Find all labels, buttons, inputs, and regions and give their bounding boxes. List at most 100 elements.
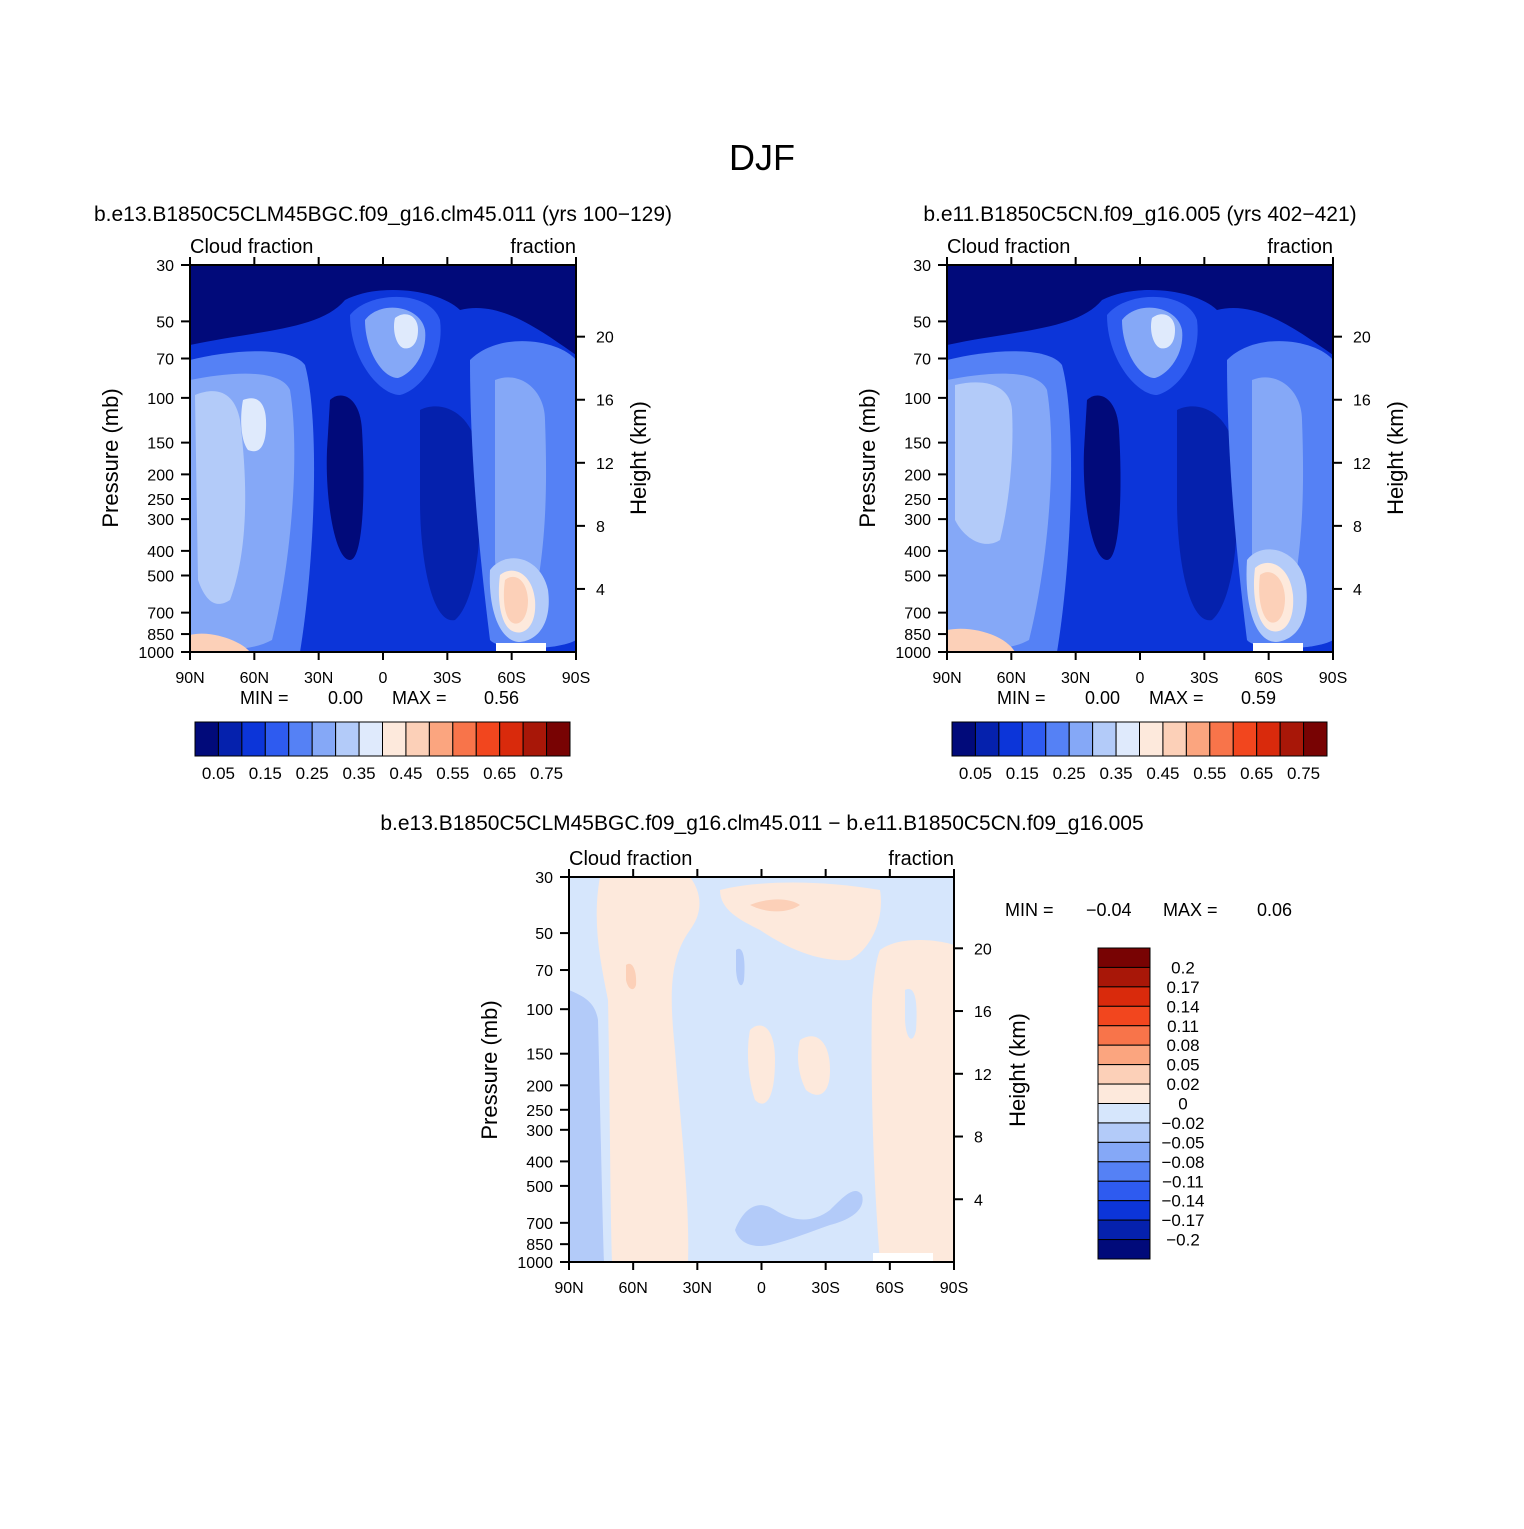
x-tick-label: 30S bbox=[1190, 670, 1218, 687]
colorbar-label: −0.05 bbox=[1161, 1133, 1204, 1152]
colorbar-label: 0.05 bbox=[1166, 1056, 1199, 1075]
x-tick-label: 90N bbox=[554, 1280, 583, 1297]
colorbar-swatch bbox=[998, 721, 1023, 757]
colorbar-label: 0.15 bbox=[1006, 764, 1039, 783]
colorbar-swatch bbox=[1097, 947, 1151, 968]
colorbar-swatch bbox=[1097, 1044, 1151, 1066]
y-tick-label: 500 bbox=[904, 569, 931, 586]
y-tick-right-label: 8 bbox=[1353, 519, 1362, 536]
panel-3-surface-negative bbox=[735, 1190, 863, 1247]
colorbar-label: 0.2 bbox=[1171, 958, 1195, 977]
colorbar-swatch bbox=[358, 721, 383, 757]
panel-3-sh-positive bbox=[871, 940, 954, 1262]
colorbar-swatch bbox=[1097, 1200, 1151, 1221]
y-tick-right-label: 4 bbox=[596, 582, 605, 599]
panel-1-subtropical-dry bbox=[326, 395, 364, 560]
panel-3-arctic-negative bbox=[569, 990, 604, 1262]
x-tick-label: 90S bbox=[1319, 670, 1347, 687]
colorbar-label: −0.02 bbox=[1161, 1114, 1204, 1133]
y-tick-label: 400 bbox=[147, 544, 174, 561]
panel-3-colorbar: 0.20.170.140.110.080.050.020−0.02−0.05−0… bbox=[1097, 947, 1205, 1260]
colorbar-label: 0.05 bbox=[202, 764, 235, 783]
panel-2-stratosphere bbox=[947, 265, 1333, 355]
y-tick-label: 70 bbox=[156, 352, 174, 369]
panel-2-upper-trop-peak bbox=[1150, 314, 1175, 349]
x-tick-label: 30S bbox=[811, 1280, 839, 1297]
panel-1-nh-light bbox=[241, 398, 267, 452]
panel-3-tropical-positive bbox=[747, 1025, 775, 1104]
colorbar-swatch bbox=[1209, 721, 1234, 757]
colorbar-swatch bbox=[1097, 1219, 1151, 1241]
panel-1-upper-trop-peak bbox=[393, 314, 418, 349]
y-tick-right-label: 20 bbox=[974, 941, 992, 958]
panel-3-ylabel: Pressure (mb) bbox=[477, 1000, 502, 1139]
colorbar-label: 0.15 bbox=[249, 764, 282, 783]
colorbar-swatch bbox=[1097, 986, 1151, 1007]
y-tick-label: 50 bbox=[913, 314, 931, 331]
colorbar-label: 0.35 bbox=[343, 764, 376, 783]
colorbar-swatch bbox=[1279, 721, 1305, 757]
y-tick-label: 300 bbox=[904, 512, 931, 529]
colorbar-swatch bbox=[1097, 1083, 1151, 1104]
colorbar-label: 0.45 bbox=[1146, 764, 1179, 783]
y-tick-label: 70 bbox=[913, 352, 931, 369]
colorbar-label: 0.65 bbox=[1240, 764, 1273, 783]
x-tick-label: 60N bbox=[240, 670, 269, 687]
colorbar-label: 0.75 bbox=[1287, 764, 1320, 783]
colorbar-swatch bbox=[951, 721, 976, 757]
y-tick-label: 50 bbox=[535, 926, 553, 943]
figure-title: DJF bbox=[729, 137, 795, 178]
colorbar-swatch bbox=[1097, 1122, 1151, 1143]
panel-3-min-label: MIN = bbox=[1005, 900, 1054, 920]
colorbar-label: 0.75 bbox=[530, 764, 563, 783]
y-tick-label: 700 bbox=[904, 606, 931, 623]
colorbar-swatch bbox=[1097, 1141, 1151, 1163]
panel-2-sh-lowcloud-peak bbox=[1259, 572, 1285, 623]
colorbar-swatch bbox=[335, 721, 360, 757]
panel-1-title: b.e13.B1850C5CLM45BGC.f09_g16.clm45.011 … bbox=[94, 203, 672, 226]
colorbar-swatch bbox=[194, 721, 219, 757]
y-tick-label: 150 bbox=[147, 436, 174, 453]
y-tick-right-label: 16 bbox=[974, 1004, 992, 1021]
panel-2-left-string: Cloud fraction bbox=[947, 236, 1070, 258]
y-tick-label: 250 bbox=[147, 492, 174, 509]
colorbar-label: 0.08 bbox=[1166, 1036, 1199, 1055]
panel-2-min-label: MIN = bbox=[997, 688, 1046, 708]
panel-1: b.e13.B1850C5CLM45BGC.f09_g16.clm45.011 … bbox=[94, 203, 672, 783]
y-tick-label: 250 bbox=[526, 1103, 553, 1120]
y-tick-label: 500 bbox=[526, 1179, 553, 1196]
panel-3-sh-neutral-patch bbox=[905, 989, 917, 1039]
panel-1-stratosphere bbox=[190, 265, 576, 355]
y-tick-label: 30 bbox=[535, 870, 553, 887]
colorbar-swatch bbox=[217, 721, 243, 757]
colorbar-label: 0.17 bbox=[1166, 978, 1199, 997]
y-tick-label: 100 bbox=[147, 391, 174, 408]
colorbar-swatch bbox=[1097, 1064, 1151, 1085]
colorbar-label: 0.14 bbox=[1166, 997, 1199, 1016]
panel-3-axes: 90N 60N 30N 0 30S 60S 90S 30 50 70 100 150 200 250 300… bbox=[517, 869, 992, 1297]
panel-1-sh-subtropical bbox=[420, 406, 481, 621]
panel-3-missing bbox=[873, 1253, 933, 1262]
panel-1-nh-core bbox=[195, 391, 246, 604]
y-tick-label: 1000 bbox=[895, 645, 931, 662]
y-tick-label: 1000 bbox=[517, 1255, 553, 1272]
colorbar-swatch bbox=[974, 721, 1000, 757]
panel-1-right-string: fraction bbox=[510, 236, 576, 258]
x-tick-label: 30S bbox=[433, 670, 461, 687]
colorbar-swatch bbox=[1097, 1025, 1151, 1046]
panel-1-ylabel-right: Height (km) bbox=[626, 401, 651, 515]
panel-3-title: b.e13.B1850C5CLM45BGC.f09_g16.clm45.011 … bbox=[380, 812, 1143, 835]
x-tick-label: 90N bbox=[932, 670, 961, 687]
y-tick-label: 700 bbox=[147, 606, 174, 623]
y-tick-right-label: 20 bbox=[596, 330, 614, 347]
colorbar-swatch bbox=[1185, 721, 1211, 757]
colorbar-swatch bbox=[1232, 721, 1258, 757]
panel-2-field bbox=[947, 265, 1333, 652]
x-tick-label: 30N bbox=[683, 1280, 712, 1297]
panel-3-min-value: −0.04 bbox=[1086, 900, 1132, 920]
panel-1-field bbox=[190, 265, 576, 652]
y-tick-label: 400 bbox=[904, 544, 931, 561]
x-tick-label: 60N bbox=[618, 1280, 647, 1297]
y-tick-label: 300 bbox=[526, 1123, 553, 1140]
